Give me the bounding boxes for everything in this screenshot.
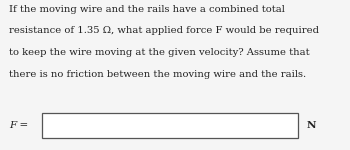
FancyBboxPatch shape xyxy=(42,112,298,138)
Text: to keep the wire moving at the given velocity? Assume that: to keep the wire moving at the given vel… xyxy=(9,48,309,57)
Text: If the moving wire and the rails have a combined total: If the moving wire and the rails have a … xyxy=(9,4,285,14)
Text: F =: F = xyxy=(9,122,28,130)
Text: resistance of 1.35 Ω, what applied force F would be required: resistance of 1.35 Ω, what applied force… xyxy=(9,26,319,35)
Text: there is no friction between the moving wire and the rails.: there is no friction between the moving … xyxy=(9,70,306,79)
Text: N: N xyxy=(306,121,316,130)
